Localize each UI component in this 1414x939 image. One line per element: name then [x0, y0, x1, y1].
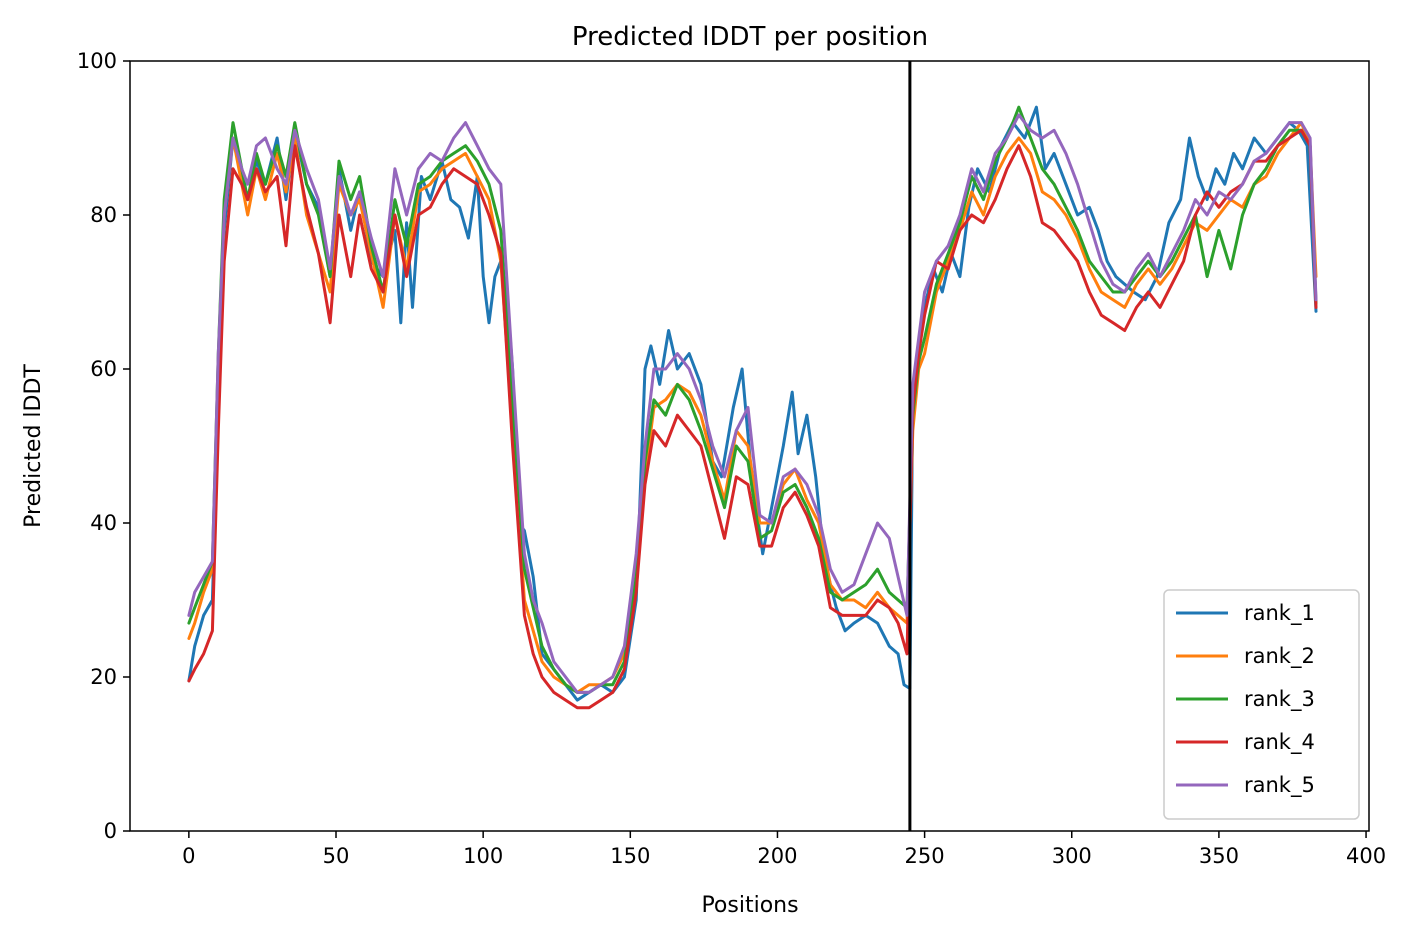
legend-label-rank_1: rank_1	[1244, 601, 1315, 626]
legend-label-rank_5: rank_5	[1244, 773, 1315, 798]
x-tick-label: 200	[757, 844, 797, 868]
x-tick-label: 350	[1199, 844, 1239, 868]
y-tick-label: 60	[90, 357, 117, 381]
plot-frame	[129, 60, 1370, 832]
chart-title: Predicted lDDT per position	[572, 22, 928, 52]
x-tick-label: 100	[463, 844, 503, 868]
y-tick-label: 40	[90, 511, 117, 535]
x-tick-label: 50	[323, 844, 350, 868]
series-line-rank_5	[187, 113, 1318, 694]
legend-label-rank_2: rank_2	[1244, 644, 1315, 669]
y-tick-label: 0	[104, 819, 117, 843]
x-tick-label: 300	[1052, 844, 1092, 868]
legend-label-rank_3: rank_3	[1244, 687, 1315, 712]
legend-box	[1163, 589, 1360, 820]
x-tick-label: 250	[905, 844, 945, 868]
x-axis-title: Positions	[701, 893, 798, 918]
x-tick-label: 0	[182, 844, 195, 868]
legend-label-rank_4: rank_4	[1244, 730, 1315, 755]
y-tick-label: 100	[77, 49, 117, 73]
series-line-rank_3	[187, 105, 1318, 694]
y-tick-label: 80	[90, 203, 117, 227]
legend: rank_1 rank_2 rank_3 rank_4 rank_5	[1163, 589, 1360, 820]
x-axis-ticks: 0 50 100 150 200 250 300 350 400	[182, 831, 1386, 868]
x-tick-label: 400	[1346, 844, 1386, 868]
y-axis-ticks: 0 20 40 60 80 100	[77, 49, 130, 843]
x-tick-label: 150	[610, 844, 650, 868]
plot-lines	[187, 105, 1318, 710]
y-axis-title: Predicted lDDT	[21, 364, 46, 528]
y-tick-label: 20	[90, 665, 117, 689]
series-line-rank_4	[187, 128, 1318, 710]
